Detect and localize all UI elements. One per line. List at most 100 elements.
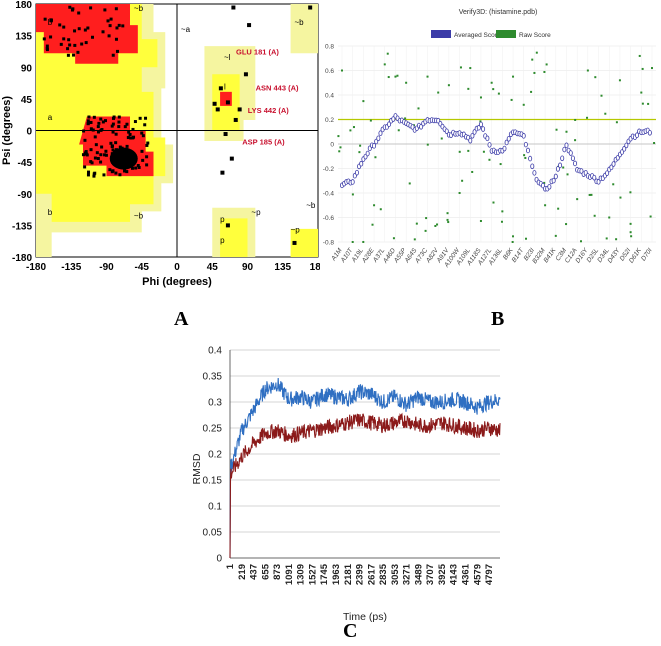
x-tick-label: 219 [237, 564, 248, 580]
x-tick-label: 1309 [296, 564, 307, 585]
region-label: l [224, 83, 226, 92]
raw-score-point [404, 117, 407, 120]
averaged-score-point [555, 166, 560, 172]
y-tick-label: 0.25 [203, 424, 223, 435]
x-tick-label: 2835 [378, 563, 389, 585]
residue-point [49, 35, 53, 39]
residue-point [104, 153, 108, 157]
raw-score-point [576, 198, 579, 201]
residue-point [144, 116, 148, 120]
residue-point [143, 123, 147, 127]
raw-score-point [501, 210, 504, 213]
residue-point [102, 173, 106, 177]
averaged-score-point [564, 142, 569, 149]
region-label: b [48, 18, 53, 27]
outlier-point [225, 100, 230, 105]
region-label: p [220, 215, 225, 224]
averaged-score-point [647, 129, 652, 136]
raw-score-point [641, 102, 644, 105]
residue-point [131, 136, 135, 140]
allowed-region-right [290, 228, 318, 257]
residue-point [115, 26, 119, 30]
averaged-score-point [560, 155, 565, 162]
residue-point [83, 28, 87, 32]
raw-score-point [458, 150, 461, 153]
rmsd-series-red [229, 412, 501, 559]
raw-score-point [586, 116, 589, 119]
raw-score-point [341, 69, 343, 72]
region-label: ~p [251, 208, 261, 217]
residue-point [123, 169, 127, 173]
raw-score-point [362, 240, 365, 243]
y-tick-label: 0.6 [325, 68, 334, 75]
residue-point [117, 120, 121, 124]
residue-point [86, 173, 90, 177]
outlier-point [247, 23, 252, 28]
panel-label-b: B [491, 308, 505, 330]
residue-point [120, 148, 124, 152]
y-tick-label: -45 [18, 158, 33, 169]
raw-score-point [615, 238, 618, 241]
raw-score-point [533, 71, 536, 74]
x-tick-label: 2181 [343, 563, 354, 585]
residue-point [138, 116, 142, 120]
residue-point [58, 23, 62, 27]
region-label: b [48, 208, 53, 217]
raw-score-point [554, 234, 557, 237]
y-axis-label: RMSD [191, 453, 203, 484]
raw-score-point [545, 63, 548, 66]
averaged-score-point [470, 132, 475, 139]
residue-point [94, 143, 98, 147]
residue-point [66, 47, 70, 51]
averaged-score-point [506, 136, 511, 142]
x-tick-label: 1963 [331, 564, 342, 585]
residue-point [45, 44, 49, 48]
residue-point [92, 174, 96, 178]
residue-point [106, 19, 110, 23]
raw-score-point [337, 135, 340, 138]
y-tick-label: 0 [26, 127, 32, 138]
residue-point [117, 23, 121, 27]
x-tick-label: 3053 [390, 564, 401, 585]
raw-score-point [638, 54, 641, 57]
raw-score-point [424, 229, 427, 232]
raw-score-point [479, 120, 482, 123]
residue-point [103, 8, 107, 12]
raw-score-point [490, 81, 493, 84]
legend-label-raw: Raw Score [519, 32, 551, 39]
ramachandran-plot: b a b ~b ~b ~l l p p ~p ~b ~b ~p ~a GLU 181 (A) ASN 443… [0, 0, 327, 300]
residue-point [146, 141, 150, 145]
residue-point [100, 145, 104, 149]
y-tick-label: 180 [15, 0, 32, 11]
residue-point [141, 134, 145, 138]
residue-point [117, 125, 121, 129]
averaged-score-point [558, 162, 563, 169]
averaged-score-point [502, 145, 507, 152]
rmsd-chart: 0.4 0.35 0.3 0.25 0.2 0.15 0.1 0.05 01 219 437 655 8… [191, 346, 501, 623]
outlier-point [233, 117, 238, 122]
averaged-score-point [365, 150, 370, 157]
allowed-region-bottom [220, 218, 248, 257]
averaged-score-point [532, 170, 537, 176]
raw-score-point [593, 214, 596, 217]
outlier-point [225, 223, 230, 228]
residue-point [89, 148, 93, 152]
raw-score-point [426, 75, 429, 78]
raw-score-point [618, 79, 621, 82]
averaged-score-point [354, 169, 359, 176]
residue-point [45, 48, 49, 52]
averaged-score-point [525, 147, 530, 154]
averaged-score-point [376, 135, 381, 142]
raw-score-point [369, 119, 372, 122]
residue-point [126, 157, 130, 161]
raw-score-point [555, 128, 558, 131]
legend-label-avg: Averaged Score [454, 32, 501, 39]
residue-point [83, 165, 87, 169]
residue-point [93, 156, 97, 160]
residue-point [111, 148, 115, 152]
residue-point [84, 41, 88, 45]
raw-score-point [649, 215, 652, 218]
x-tick-label: 4797 [484, 564, 495, 585]
residue-point [99, 160, 103, 164]
raw-score-point [647, 102, 650, 105]
